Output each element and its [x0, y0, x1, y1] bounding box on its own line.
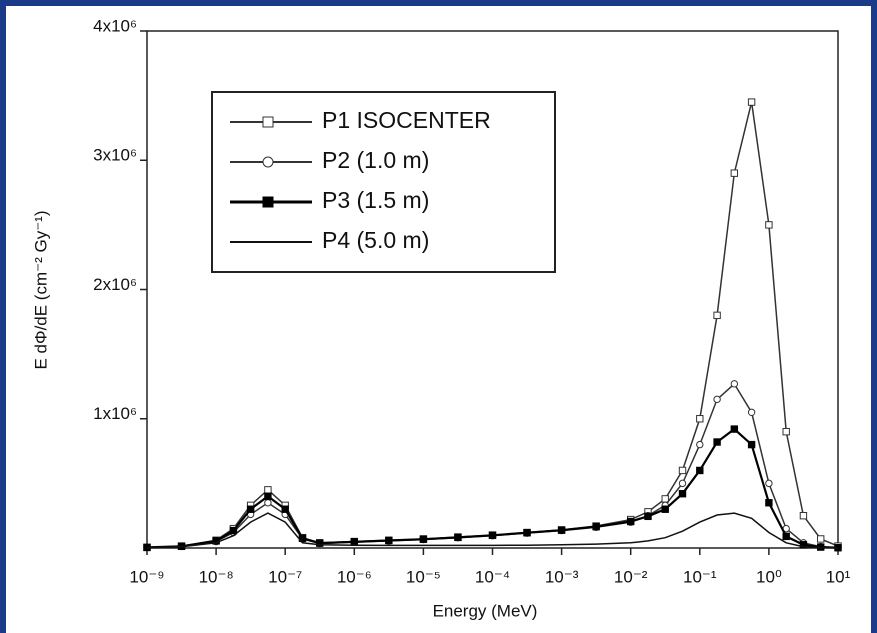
marker [644, 512, 652, 521]
marker [592, 522, 600, 531]
marker [246, 505, 255, 513]
x-tick-label: 10⁻⁷ [268, 567, 302, 586]
x-tick-label: 10⁻⁸ [199, 567, 234, 586]
x-tick-label: 10⁻² [614, 567, 648, 586]
legend-marker [262, 116, 274, 128]
marker [696, 415, 704, 423]
marker [765, 479, 773, 488]
y-axis-label: E dΦ/dE (cm⁻² Gy⁻¹) [31, 210, 50, 369]
marker [713, 311, 721, 320]
marker [747, 98, 756, 106]
marker [229, 526, 238, 535]
legend-label: P3 (1.5 m) [322, 187, 429, 213]
marker [419, 535, 428, 543]
marker [696, 440, 704, 449]
x-tick-label: 10⁻⁹ [129, 567, 164, 586]
x-tick-label: 10⁻⁵ [406, 567, 441, 586]
marker [385, 536, 393, 545]
marker [765, 499, 773, 507]
marker [454, 533, 462, 542]
marker [678, 490, 687, 498]
marker [782, 427, 790, 436]
marker [696, 466, 704, 475]
marker [523, 529, 531, 537]
marker [488, 531, 497, 540]
marker [678, 466, 687, 475]
x-tick-label: 10⁰ [756, 567, 782, 586]
x-tick-label: 10⁻⁶ [337, 567, 372, 586]
legend-marker [262, 156, 274, 168]
y-tick-label: 3x10⁶ [93, 146, 137, 165]
marker [264, 486, 272, 494]
marker [782, 532, 790, 541]
x-tick-label: 10⁻³ [545, 567, 579, 586]
marker [730, 169, 739, 177]
marker [799, 511, 808, 520]
marker [747, 440, 756, 449]
marker [817, 535, 825, 543]
marker [678, 479, 687, 488]
marker [713, 395, 721, 404]
marker [661, 505, 669, 513]
marker [350, 538, 359, 546]
series-line [146, 512, 839, 549]
y-tick-label: 2x10⁶ [93, 275, 137, 294]
legend-marker [262, 196, 274, 208]
marker [713, 438, 721, 446]
x-tick-label: 10⁻⁴ [475, 567, 510, 586]
x-tick-label: 10⁻¹ [683, 567, 717, 586]
marker [730, 425, 739, 433]
marker [264, 499, 272, 507]
legend-label: P4 (5.0 m) [322, 227, 429, 253]
x-tick-label: 10¹ [826, 567, 851, 586]
marker [765, 221, 773, 229]
marker [557, 526, 566, 534]
marker [747, 408, 756, 416]
marker [281, 505, 289, 513]
marker [799, 541, 808, 549]
legend-label: P2 (1.0 m) [322, 147, 429, 173]
marker [627, 517, 635, 526]
marker [730, 380, 739, 388]
marker [316, 539, 324, 547]
x-axis-label: Energy (MeV) [433, 601, 538, 620]
y-tick-label: 4x10⁶ [93, 16, 137, 35]
marker [264, 492, 272, 501]
y-tick-label: 1x10⁶ [93, 404, 137, 423]
legend-label: P1 ISOCENTER [322, 107, 491, 133]
marker [661, 495, 669, 503]
